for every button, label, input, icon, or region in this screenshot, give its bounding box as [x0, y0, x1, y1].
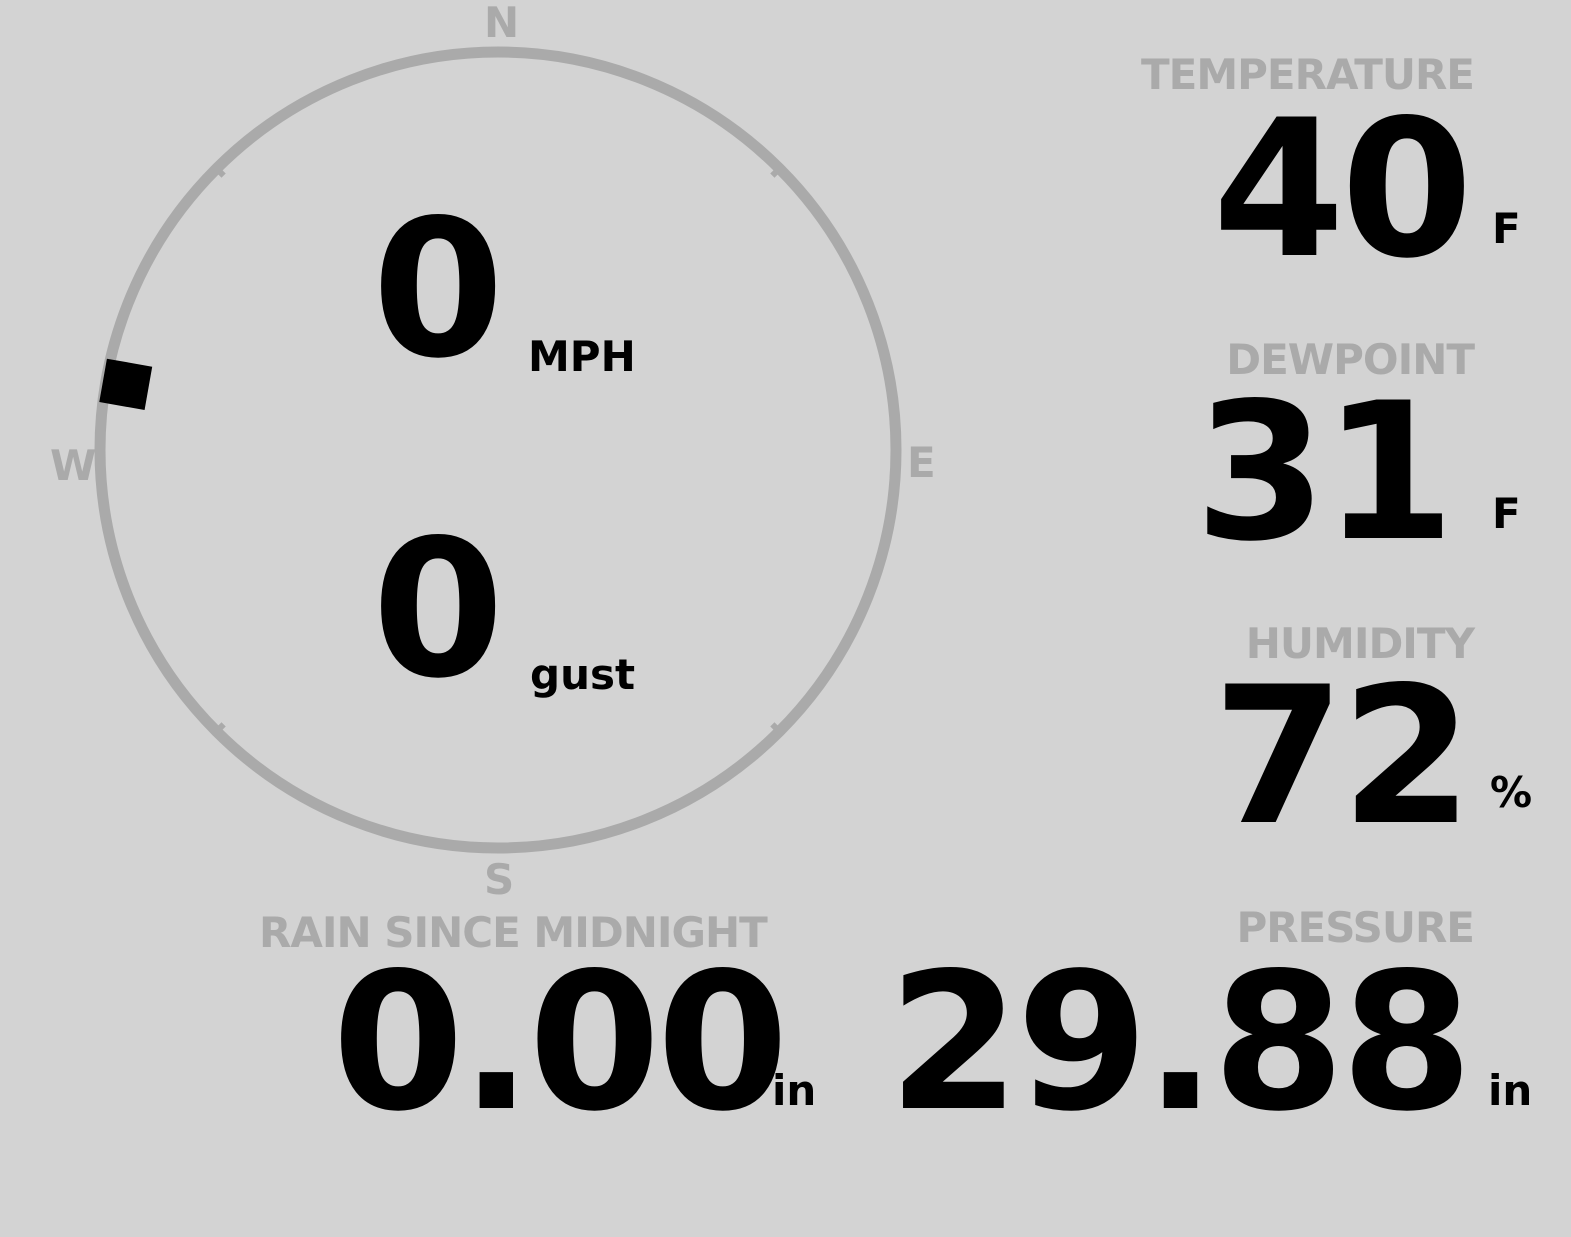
humidity-unit: % — [1490, 768, 1533, 817]
temperature-unit: F — [1492, 204, 1521, 253]
humidity-label: HUMIDITY — [1245, 619, 1475, 668]
rain-label: RAIN SINCE MIDNIGHT — [259, 908, 768, 957]
wind-speed-unit: MPH — [528, 332, 636, 381]
wind-speed-value: 0 — [372, 179, 504, 400]
pressure-value: 29.88 — [888, 932, 1473, 1153]
wind-direction-marker — [99, 358, 153, 411]
wind-gust-value: 0 — [372, 499, 504, 720]
temperature-value: 40 — [1212, 79, 1473, 300]
compass-circle — [94, 46, 902, 854]
compass-tick — [211, 163, 226, 178]
rain-unit: in — [772, 1066, 817, 1115]
pressure-label: PRESSURE — [1236, 903, 1475, 952]
wind-gust-unit: gust — [530, 650, 636, 699]
dewpoint-unit: F — [1492, 489, 1521, 538]
rain-value: 0.00 — [332, 932, 789, 1153]
temperature-label: TEMPERATURE — [1141, 50, 1475, 99]
cardinal-west: W — [50, 441, 97, 490]
compass-tick — [211, 722, 226, 737]
compass-tick — [770, 722, 785, 737]
compass-ticks — [211, 163, 785, 737]
cardinal-south: S — [484, 855, 515, 904]
cardinal-north: N — [484, 0, 520, 47]
humidity-value: 72 — [1212, 646, 1473, 867]
compass-ring — [94, 46, 902, 854]
dewpoint-label: DEWPOINT — [1226, 335, 1475, 384]
cardinal-east: E — [907, 438, 936, 487]
compass-tick — [770, 163, 785, 178]
pressure-unit: in — [1488, 1066, 1533, 1115]
dewpoint-value: 31 — [1194, 362, 1455, 583]
